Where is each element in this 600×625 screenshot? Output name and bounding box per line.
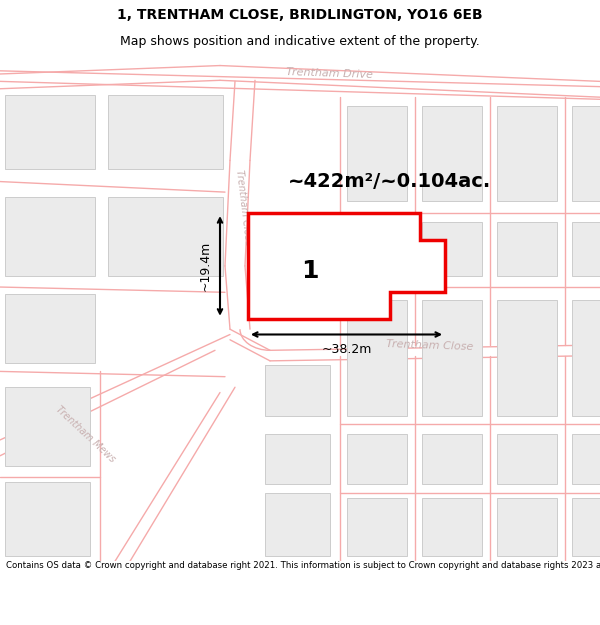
Bar — [497, 434, 557, 484]
Bar — [497, 106, 557, 201]
Bar — [422, 222, 482, 276]
Text: Trentham Mews: Trentham Mews — [53, 404, 117, 465]
Bar — [265, 365, 330, 416]
Bar — [347, 498, 407, 556]
Bar — [347, 299, 407, 416]
Bar — [572, 106, 600, 201]
Text: 1, TRENTHAM CLOSE, BRIDLINGTON, YO16 6EB: 1, TRENTHAM CLOSE, BRIDLINGTON, YO16 6EB — [117, 8, 483, 22]
Bar — [572, 299, 600, 416]
Bar — [5, 198, 95, 276]
Bar — [497, 498, 557, 556]
Text: Map shows position and indicative extent of the property.: Map shows position and indicative extent… — [120, 35, 480, 48]
Bar — [5, 388, 90, 466]
Bar — [108, 95, 223, 169]
Polygon shape — [248, 213, 445, 319]
Bar — [572, 434, 600, 484]
Bar — [347, 106, 407, 201]
Bar — [108, 198, 223, 276]
Text: Trentham Close: Trentham Close — [235, 169, 254, 247]
Bar — [265, 434, 330, 484]
Bar — [422, 299, 482, 416]
Bar — [347, 434, 407, 484]
Text: Trentham Drive: Trentham Drive — [286, 68, 374, 81]
Bar — [265, 492, 330, 556]
Bar — [422, 498, 482, 556]
Text: ~422m²/~0.104ac.: ~422m²/~0.104ac. — [289, 172, 491, 191]
Text: ~38.2m: ~38.2m — [322, 342, 371, 356]
Bar — [572, 222, 600, 276]
Bar — [5, 482, 90, 556]
Text: ~19.4m: ~19.4m — [199, 241, 212, 291]
Text: Trentham Close: Trentham Close — [386, 339, 474, 351]
Text: 1: 1 — [301, 259, 319, 283]
Bar — [497, 299, 557, 416]
Bar — [5, 294, 95, 363]
Bar — [5, 95, 95, 169]
Bar — [422, 106, 482, 201]
Bar — [497, 222, 557, 276]
Bar — [422, 434, 482, 484]
Bar — [347, 222, 407, 276]
Text: Contains OS data © Crown copyright and database right 2021. This information is : Contains OS data © Crown copyright and d… — [6, 561, 600, 570]
Bar — [572, 498, 600, 556]
